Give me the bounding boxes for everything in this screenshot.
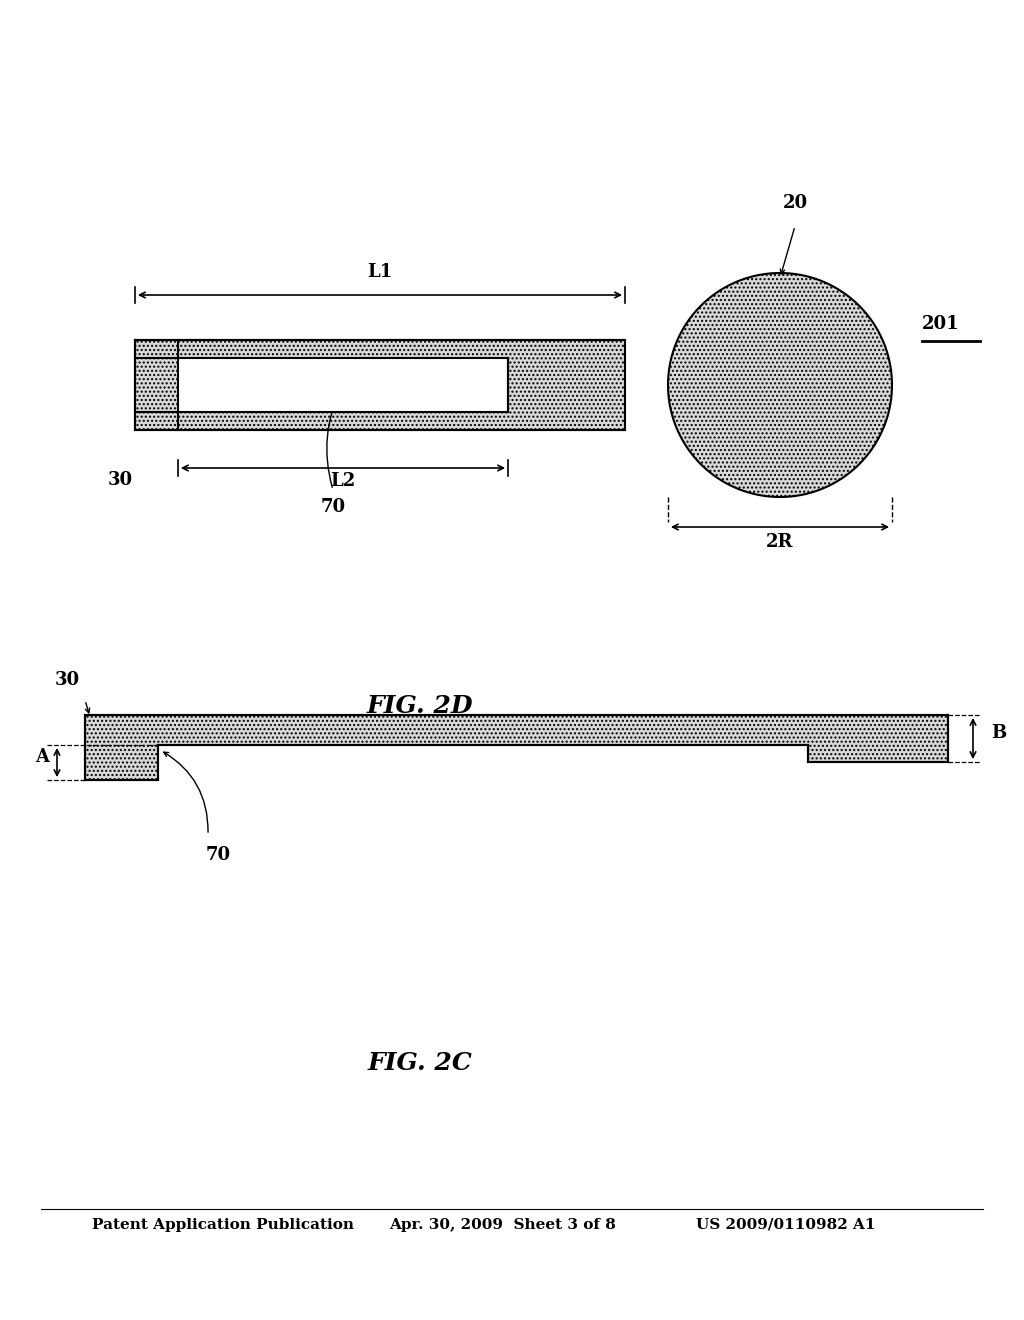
- Text: Patent Application Publication: Patent Application Publication: [92, 1218, 354, 1232]
- Text: 30: 30: [108, 471, 132, 488]
- Text: 30: 30: [55, 671, 80, 689]
- Text: B: B: [991, 725, 1007, 742]
- Text: FIG. 2D: FIG. 2D: [367, 694, 473, 718]
- Text: 70: 70: [206, 846, 230, 865]
- Text: 2R: 2R: [766, 533, 794, 550]
- Text: 201: 201: [922, 315, 959, 333]
- Polygon shape: [85, 715, 948, 780]
- Polygon shape: [668, 273, 892, 498]
- Text: 20: 20: [782, 194, 808, 213]
- Text: 70: 70: [321, 498, 345, 516]
- Polygon shape: [135, 341, 625, 430]
- Text: US 2009/0110982 A1: US 2009/0110982 A1: [696, 1218, 876, 1232]
- Text: Apr. 30, 2009  Sheet 3 of 8: Apr. 30, 2009 Sheet 3 of 8: [389, 1218, 616, 1232]
- Text: L1: L1: [368, 263, 392, 281]
- Text: FIG. 2C: FIG. 2C: [368, 1051, 472, 1074]
- Polygon shape: [178, 358, 508, 412]
- Text: A: A: [35, 748, 49, 767]
- Text: L2: L2: [331, 473, 355, 490]
